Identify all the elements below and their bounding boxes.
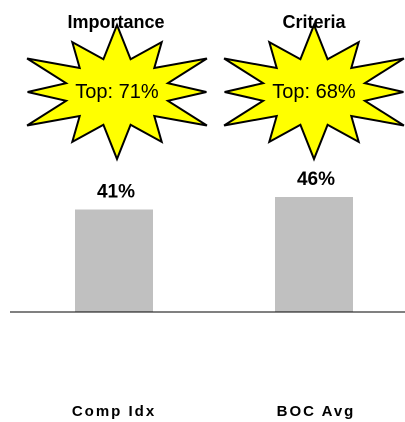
header-criteria: Criteria (282, 12, 346, 32)
header-importance: Importance (67, 12, 164, 32)
starburst-callout-1 (26, 22, 208, 162)
callout-text-comp-idx: Top: 71% (75, 81, 159, 103)
callout-text-boc-avg: Top: 68% (272, 81, 356, 103)
value-label-comp-idx: 41% (97, 182, 135, 203)
bar-boc-avg (275, 197, 353, 312)
value-label-boc-avg: 46% (297, 169, 335, 190)
category-label-boc-avg: BOC Avg (277, 403, 356, 420)
bar-comp-idx (75, 209, 153, 312)
category-label-comp-idx: Comp Idx (72, 403, 156, 420)
starburst-callout-2 (223, 22, 405, 162)
